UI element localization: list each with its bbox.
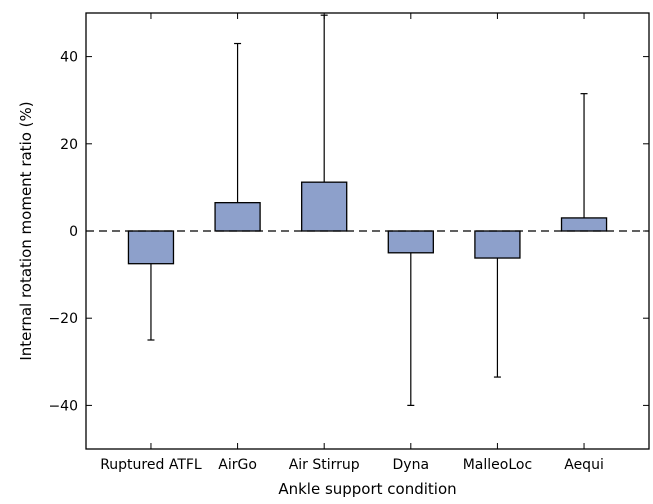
y-tick-label: 0 (69, 224, 78, 240)
x-tick-label: MalleoLoc (463, 457, 532, 473)
y-axis-title: Internal rotation moment ratio (%) (17, 101, 35, 360)
y-axis: −40 −20 0 20 40 (48, 50, 649, 414)
bar-airgo (214, 202, 261, 232)
y-tick-label: 20 (60, 137, 78, 153)
x-axis-title: Ankle support condition (278, 480, 456, 498)
y-tick-label: −20 (48, 311, 78, 327)
x-axis: Ruptured ATFL AirGo Air Stirrup Dyna MalleoL… (100, 13, 604, 473)
x-tick-label: Dyna (393, 457, 430, 473)
x-tick-label: Aequi (564, 457, 604, 473)
x-tick-label: Ruptured ATFL (100, 457, 202, 473)
error-bars-layer (147, 14, 588, 406)
bar-aequi (560, 217, 608, 232)
bars-layer (127, 181, 608, 265)
y-tick-label: 40 (60, 50, 78, 66)
x-tick-label: Air Stirrup (289, 457, 360, 473)
bar-ruptured-atfl (127, 230, 175, 265)
y-tick-label: −40 (48, 398, 78, 414)
bar-air-stirrup (301, 181, 348, 232)
bar-dyna (387, 230, 434, 254)
x-tick-label: AirGo (218, 457, 257, 473)
bar-malleoloc (474, 230, 521, 259)
